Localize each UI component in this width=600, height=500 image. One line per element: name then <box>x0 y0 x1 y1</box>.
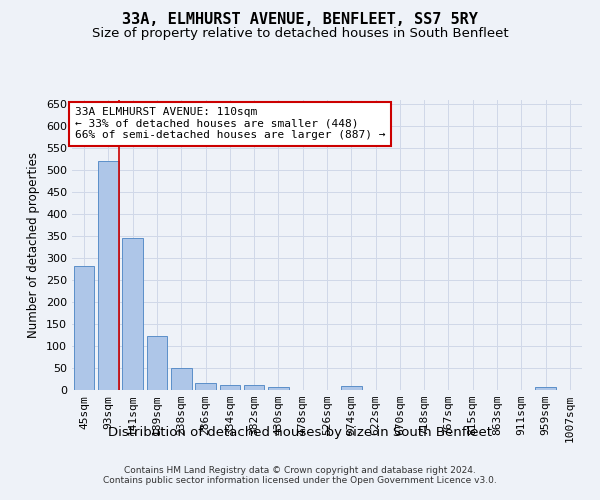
Y-axis label: Number of detached properties: Number of detached properties <box>28 152 40 338</box>
Bar <box>244 385 265 390</box>
Bar <box>74 266 94 390</box>
Text: 33A, ELMHURST AVENUE, BENFLEET, SS7 5RY: 33A, ELMHURST AVENUE, BENFLEET, SS7 5RY <box>122 12 478 28</box>
Text: Size of property relative to detached houses in South Benfleet: Size of property relative to detached ho… <box>92 28 508 40</box>
Bar <box>171 368 191 390</box>
Bar <box>98 160 119 390</box>
Bar <box>220 385 240 390</box>
Bar <box>146 336 167 390</box>
Bar <box>122 238 143 390</box>
Bar <box>341 386 362 390</box>
Bar <box>268 387 289 390</box>
Text: 33A ELMHURST AVENUE: 110sqm
← 33% of detached houses are smaller (448)
66% of se: 33A ELMHURST AVENUE: 110sqm ← 33% of det… <box>74 108 385 140</box>
Text: Distribution of detached houses by size in South Benfleet: Distribution of detached houses by size … <box>108 426 492 439</box>
Bar <box>195 382 216 390</box>
Text: Contains HM Land Registry data © Crown copyright and database right 2024.
Contai: Contains HM Land Registry data © Crown c… <box>103 466 497 485</box>
Bar <box>535 387 556 390</box>
